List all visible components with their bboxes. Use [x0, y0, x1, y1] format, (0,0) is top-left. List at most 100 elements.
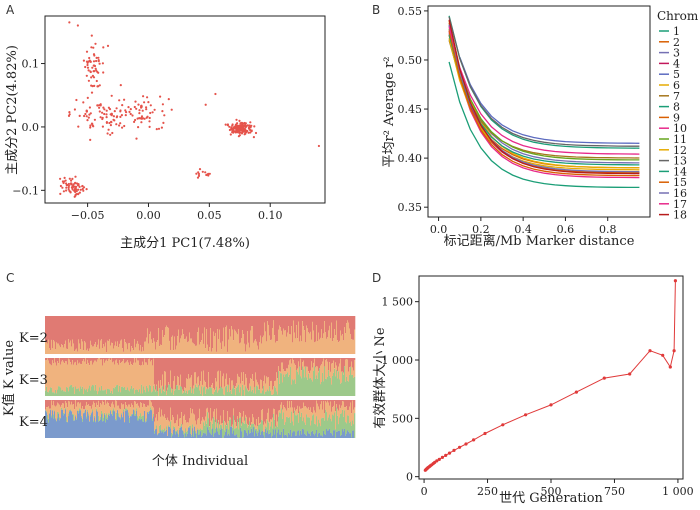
- pca-point: [110, 120, 113, 123]
- admixture-bar-segment: [158, 433, 160, 438]
- pca-point: [68, 111, 71, 114]
- admixture-bar-segment: [230, 316, 232, 337]
- admixture-bar-segment: [277, 394, 279, 396]
- admixture-bar-segment: [167, 400, 169, 418]
- pca-point: [103, 108, 106, 111]
- admixture-bar-segment: [303, 316, 305, 327]
- admixture-bar-segment: [236, 428, 238, 435]
- admixture-bar-segment: [288, 417, 290, 433]
- admixture-bar-segment: [302, 366, 304, 396]
- admixture-bar-segment: [240, 413, 242, 418]
- admixture-bar-segment: [290, 334, 292, 354]
- admixture-bar-segment: [117, 358, 119, 364]
- admixture-bar-segment: [197, 387, 199, 396]
- admixture-bar-segment: [110, 316, 112, 346]
- admixture-bar-segment: [108, 358, 110, 359]
- pca-point: [91, 74, 94, 77]
- admixture-bar-segment: [290, 422, 292, 430]
- admixture-bar-segment: [92, 364, 94, 385]
- admixture-bar-segment: [51, 387, 53, 396]
- admixture-bar-segment: [352, 400, 354, 401]
- admixture-bar-segment: [188, 422, 190, 427]
- admixture-bar-segment: [334, 401, 336, 413]
- admixture-bar-segment: [103, 400, 105, 403]
- admixture-bar-segment: [62, 403, 64, 410]
- admixture-bar-segment: [89, 421, 91, 438]
- admixture-bar-segment: [102, 400, 104, 401]
- admixture-bar-segment: [78, 363, 80, 389]
- admixture-bar-segment: [208, 389, 210, 396]
- admixture-bar-segment: [272, 327, 274, 354]
- admixture-bar-segment: [221, 349, 223, 354]
- pca-point: [159, 95, 162, 98]
- admixture-bar-segment: [294, 379, 296, 396]
- pca-point: [74, 187, 77, 190]
- admixture-bar-segment: [130, 358, 132, 362]
- admixture-bar-segment: [104, 404, 106, 413]
- admixture-bar-segment: [108, 403, 110, 414]
- admixture-bar-segment: [231, 316, 233, 327]
- admixture-bar-segment: [301, 400, 303, 409]
- admixture-bar-segment: [77, 316, 79, 352]
- admixture-bar-segment: [330, 400, 332, 402]
- admixture-bar-segment: [80, 409, 82, 411]
- ne-point: [628, 372, 632, 376]
- admixture-bar-segment: [154, 430, 156, 434]
- admixture-bar-segment: [264, 421, 266, 432]
- pca-point: [124, 109, 127, 112]
- admixture-bar-segment: [183, 392, 185, 396]
- admixture-bar-segment: [351, 425, 353, 438]
- admixture-bar-segment: [106, 316, 108, 353]
- admixture-bar-segment: [234, 358, 236, 389]
- legend-label: 2: [673, 36, 680, 49]
- admixture-bar-segment: [57, 358, 59, 362]
- admixture-bar-segment: [174, 316, 176, 337]
- admixture-bar-segment: [74, 409, 76, 421]
- admixture-bar-segment: [305, 342, 307, 354]
- admixture-bar-segment: [239, 377, 241, 393]
- admixture-bar-segment: [255, 339, 257, 354]
- admixture-bar-segment: [268, 377, 270, 392]
- admixture-bar-segment: [71, 401, 73, 412]
- admixture-bar-segment: [107, 417, 109, 420]
- admixture-bar-segment: [84, 358, 86, 362]
- admixture-bar-segment: [241, 425, 243, 432]
- admixture-bar-segment: [326, 402, 328, 413]
- admixture-bar-segment: [342, 358, 344, 372]
- admixture-bar-segment: [178, 316, 180, 330]
- pca-point: [61, 186, 64, 189]
- admixture-bar-segment: [92, 384, 94, 396]
- admixture-bar-segment: [243, 316, 245, 335]
- admixture-bar-segment: [250, 426, 252, 433]
- admixture-bar-segment: [211, 434, 213, 438]
- admixture-bar-segment: [204, 327, 206, 354]
- admixture-bar-segment: [256, 316, 258, 342]
- admixture-bar-segment: [195, 316, 197, 346]
- admixture-bar-segment: [203, 343, 205, 354]
- admixture-bar-segment: [128, 400, 130, 405]
- admixture-bar-segment: [179, 418, 181, 428]
- pca-point: [135, 107, 138, 110]
- admixture-bar-segment: [252, 326, 254, 354]
- admixture-bar-segment: [314, 358, 316, 359]
- admixture-bar-segment: [68, 400, 70, 414]
- admixture-bar-segment: [287, 316, 289, 333]
- admixture-bar-segment: [227, 391, 229, 396]
- admixture-bar-segment: [64, 358, 66, 364]
- admixture-bar-segment: [109, 415, 111, 438]
- admixture-bar-segment: [325, 360, 327, 379]
- pca-point: [85, 115, 88, 118]
- admixture-bar-segment: [285, 330, 287, 354]
- admixture-bar-segment: [104, 358, 106, 363]
- admixture-bar-segment: [158, 358, 160, 381]
- admixture-bar-segment: [232, 316, 234, 330]
- admixture-bar-segment: [70, 400, 72, 405]
- admixture-bar-segment: [185, 358, 187, 388]
- admixture-bar-segment: [349, 375, 351, 396]
- admixture-bar-segment: [172, 358, 174, 390]
- admixture-bar-segment: [224, 400, 226, 422]
- admixture-bar-segment: [229, 316, 231, 330]
- admixture-bar-segment: [64, 413, 66, 438]
- admixture-bar-segment: [186, 390, 188, 396]
- admixture-bar-segment: [301, 408, 303, 413]
